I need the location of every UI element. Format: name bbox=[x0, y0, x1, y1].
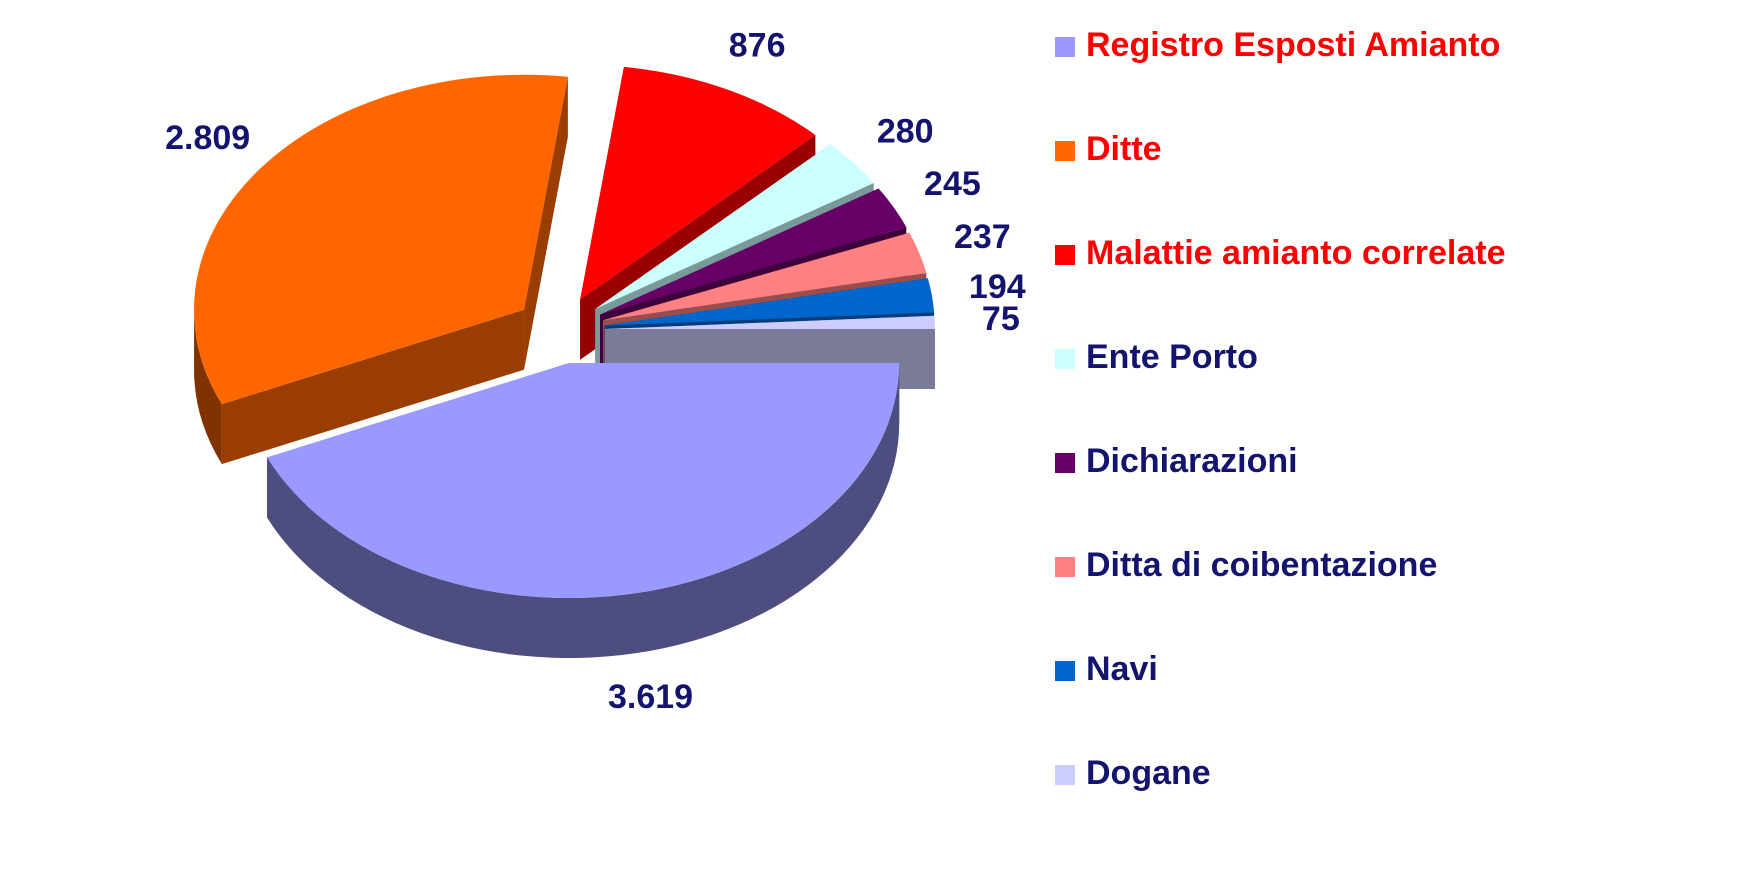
slice-side bbox=[267, 363, 900, 659]
slice bbox=[604, 278, 935, 326]
legend-swatch bbox=[1055, 765, 1075, 785]
slice bbox=[604, 315, 935, 330]
data-label: 245 bbox=[924, 165, 981, 203]
legend-label: Ditta di coibentazione bbox=[1086, 546, 1437, 584]
data-label: 876 bbox=[729, 27, 786, 65]
slice bbox=[600, 188, 907, 315]
legend-swatch bbox=[1055, 349, 1075, 369]
legend-label: Registro Esposti Amianto bbox=[1086, 26, 1500, 64]
legend-label: Ente Porto bbox=[1086, 338, 1258, 376]
slice bbox=[267, 363, 900, 599]
data-label: 280 bbox=[877, 112, 934, 150]
legend-swatch bbox=[1055, 557, 1075, 577]
slice bbox=[595, 144, 874, 309]
data-label: 75 bbox=[982, 300, 1020, 338]
legend-label: Ditte bbox=[1086, 130, 1162, 168]
legend-swatch bbox=[1055, 141, 1075, 161]
data-label: 3.619 bbox=[608, 678, 693, 716]
data-label: 194 bbox=[969, 268, 1026, 306]
slice bbox=[194, 74, 568, 405]
legend-label: Malattie amianto correlate bbox=[1086, 234, 1505, 272]
slice-wall bbox=[524, 76, 568, 370]
legend-label: Dichiarazioni bbox=[1086, 442, 1298, 480]
slice bbox=[603, 232, 927, 321]
legend-label: Navi bbox=[1086, 650, 1158, 688]
legend-swatch bbox=[1055, 661, 1075, 681]
legend-label: Dogane bbox=[1086, 754, 1211, 792]
legend-swatch bbox=[1055, 37, 1075, 57]
slice-wall bbox=[221, 309, 525, 465]
legend-swatch bbox=[1055, 245, 1075, 265]
slice bbox=[580, 66, 816, 300]
data-label: 237 bbox=[954, 218, 1011, 256]
slice-side bbox=[194, 309, 222, 465]
data-label: 2.809 bbox=[165, 119, 250, 157]
legend-swatch bbox=[1055, 453, 1075, 473]
